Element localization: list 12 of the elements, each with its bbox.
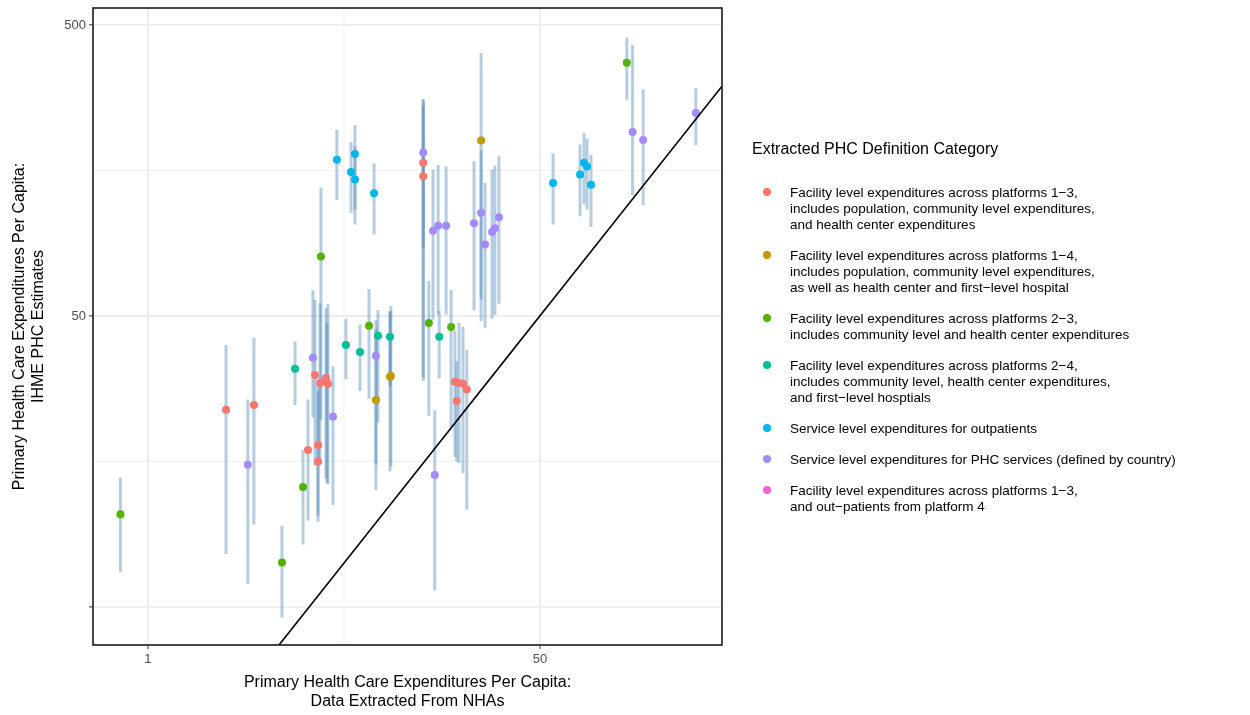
legend-label: Facility level expenditures across platforms 1−3, includes population, community level expenditures, and health center expenditures	[790, 185, 1095, 232]
x-axis-title: Primary Health Care Expenditures Per Capita: Data Extracted From NHAs	[243, 673, 572, 709]
x-tick-label: 1	[144, 651, 152, 666]
legend-label: Facility level expenditures across platforms 2−3, includes community level and health center expenditures	[790, 311, 1130, 342]
legend-label: Service level expenditures for outpatients	[790, 421, 1038, 436]
legend-label: Facility level expenditures across platforms 2−4, includes community level, health center expenditures, and first−level hosptials	[790, 358, 1111, 405]
legend-label: Service level expenditures for PHC services (defined by country)	[790, 452, 1176, 467]
y-axis-title: Primary Health Care Expenditures Per Capita: IHME PHC Estimates	[10, 162, 46, 491]
legend-title: Extracted PHC Definition Category	[752, 140, 999, 157]
legend-label: Facility level expenditures across platforms 1−4, includes population, community level expenditures, as well as health center and first−level hospital	[790, 248, 1095, 295]
y-tick-label: 500	[64, 17, 86, 33]
legend-label: Facility level expenditures across platforms 1−3, and out−patients from platform 4	[790, 483, 1078, 514]
